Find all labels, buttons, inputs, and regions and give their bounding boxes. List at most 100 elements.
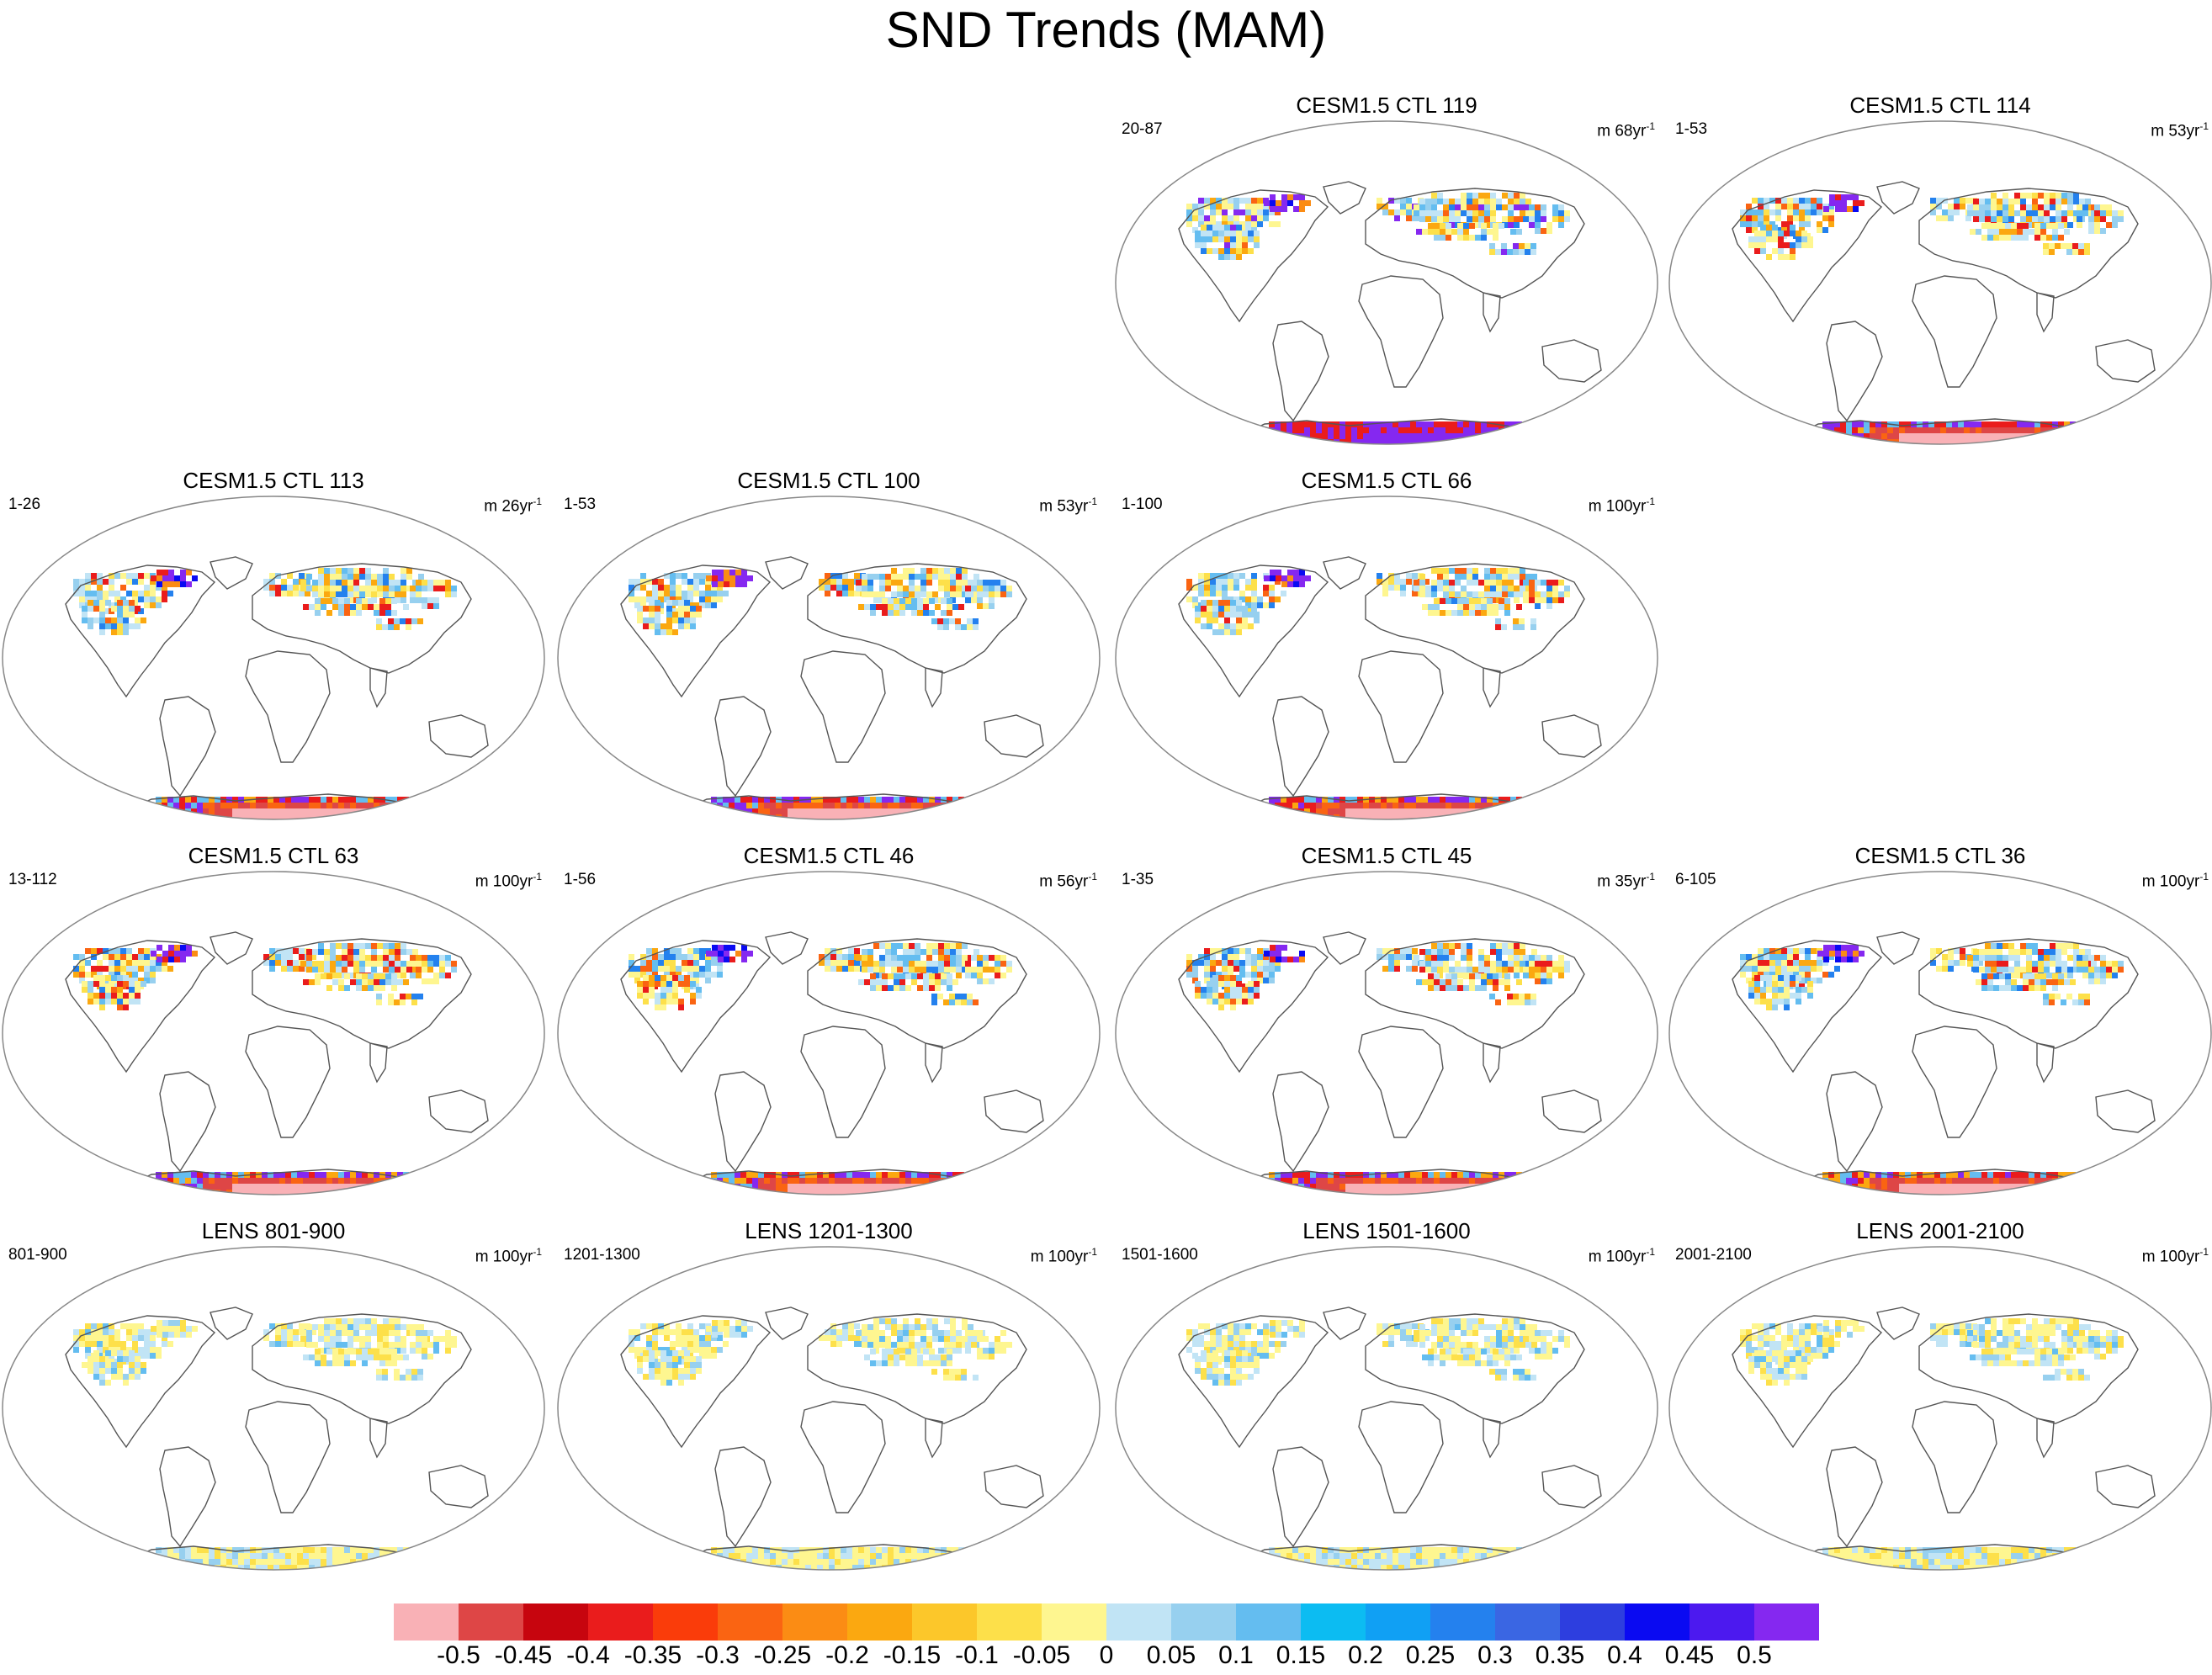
trend-cell — [1286, 803, 1292, 808]
trend-cell — [120, 954, 126, 960]
trend-cell — [2049, 249, 2055, 255]
trend-cell — [91, 966, 97, 972]
trend-cell — [1416, 427, 1422, 433]
trend-cell — [1222, 966, 1228, 972]
trend-cell — [1481, 604, 1487, 610]
trend-cell — [1516, 820, 1522, 821]
trend-cell — [1499, 1190, 1504, 1195]
trend-cell — [1236, 623, 1242, 629]
trend-cell — [1864, 439, 1870, 444]
trend-cell — [1210, 960, 1216, 966]
trend-cell — [135, 981, 141, 987]
trend-cell — [1501, 624, 1507, 630]
trend-cell — [1287, 581, 1293, 587]
trend-cell — [2005, 421, 2011, 427]
trend-cell — [864, 820, 870, 821]
trend-cell — [1481, 235, 1487, 241]
trend-cell — [842, 966, 848, 972]
trend-cell — [1746, 954, 1752, 960]
trend-cell — [2017, 433, 2023, 439]
trend-cell — [1292, 439, 1298, 444]
trend-cell — [1952, 439, 1958, 444]
trend-cell — [244, 808, 250, 814]
trend-cell — [1270, 200, 1276, 206]
trend-cell — [718, 570, 724, 575]
trend-cell — [1269, 221, 1275, 227]
trend-cell — [817, 803, 823, 808]
trend-cell — [321, 598, 326, 604]
trend-cell — [723, 591, 729, 596]
trend-cell — [1357, 1190, 1363, 1195]
trend-cell — [336, 943, 342, 949]
trend-cell — [944, 580, 950, 586]
trend-cell — [1440, 598, 1445, 604]
trend-cell — [168, 945, 174, 951]
trend-cell — [1263, 585, 1269, 591]
trend-cell — [2052, 433, 2058, 439]
trend-cell — [85, 948, 91, 954]
trend-cell — [1428, 610, 1434, 616]
trend-cell — [1322, 797, 1328, 803]
trend-cell — [1224, 987, 1230, 993]
trend-cell — [1520, 586, 1525, 591]
trend-cell — [712, 570, 718, 575]
trend-cell — [941, 1184, 947, 1190]
trend-cell — [2020, 210, 2026, 216]
trend-cell — [186, 570, 192, 575]
trend-cell — [344, 604, 350, 610]
trend-cell — [1431, 210, 1437, 216]
trend-cell — [1793, 215, 1799, 221]
trend-cell — [1493, 229, 1499, 235]
trend-cell — [1516, 427, 1522, 433]
trend-cell — [1469, 803, 1475, 808]
trend-cell — [1398, 803, 1404, 808]
trend-cell — [400, 973, 406, 978]
trend-cell — [1746, 221, 1752, 227]
trend-cell — [882, 1195, 888, 1196]
panel-unit: m 100yr-1 — [1589, 491, 1655, 517]
trend-cell — [1752, 198, 1758, 204]
trend-cell — [862, 955, 867, 961]
trend-cell — [191, 814, 197, 819]
trend-cell — [2077, 204, 2082, 210]
trend-cell — [989, 967, 995, 973]
trend-cell — [705, 972, 711, 978]
trend-cell — [293, 585, 299, 591]
trend-cell — [666, 623, 672, 629]
trend-cell — [111, 993, 117, 999]
trend-cell — [273, 797, 279, 803]
trend-cell — [1787, 972, 1793, 978]
trend-cell — [93, 981, 99, 987]
panel-unit-exponent: -1 — [1088, 496, 1097, 507]
trend-cell — [1487, 1195, 1493, 1196]
trend-cell — [347, 586, 353, 591]
trend-cell — [1431, 586, 1437, 591]
trend-cell — [1495, 249, 1501, 255]
trend-cell — [1529, 580, 1535, 586]
trend-cell — [1504, 433, 1510, 439]
trend-cell — [1357, 439, 1363, 444]
trend-cell — [1445, 598, 1451, 604]
trend-cell — [79, 602, 85, 608]
trend-cell — [1416, 803, 1422, 808]
trend-cell — [1431, 199, 1437, 204]
trend-cell — [114, 573, 120, 579]
trend-cell — [150, 954, 156, 960]
trend-cell — [1793, 439, 1799, 444]
trend-cell — [2106, 222, 2112, 228]
trend-cell — [982, 803, 988, 808]
trend-cell — [285, 1195, 291, 1196]
trend-cell — [117, 623, 123, 629]
trend-cell — [362, 803, 368, 808]
trend-cell — [1519, 243, 1525, 249]
trend-cell — [1270, 570, 1276, 575]
trend-cell — [932, 574, 938, 580]
trend-cell — [1440, 1178, 1445, 1184]
trend-cell — [658, 596, 664, 602]
trend-cell — [1204, 960, 1210, 966]
trend-cell — [950, 591, 956, 597]
trend-cell — [1263, 591, 1269, 596]
trend-cell — [1552, 210, 1558, 216]
trend-cell — [1428, 820, 1434, 821]
trend-cell — [746, 814, 752, 819]
